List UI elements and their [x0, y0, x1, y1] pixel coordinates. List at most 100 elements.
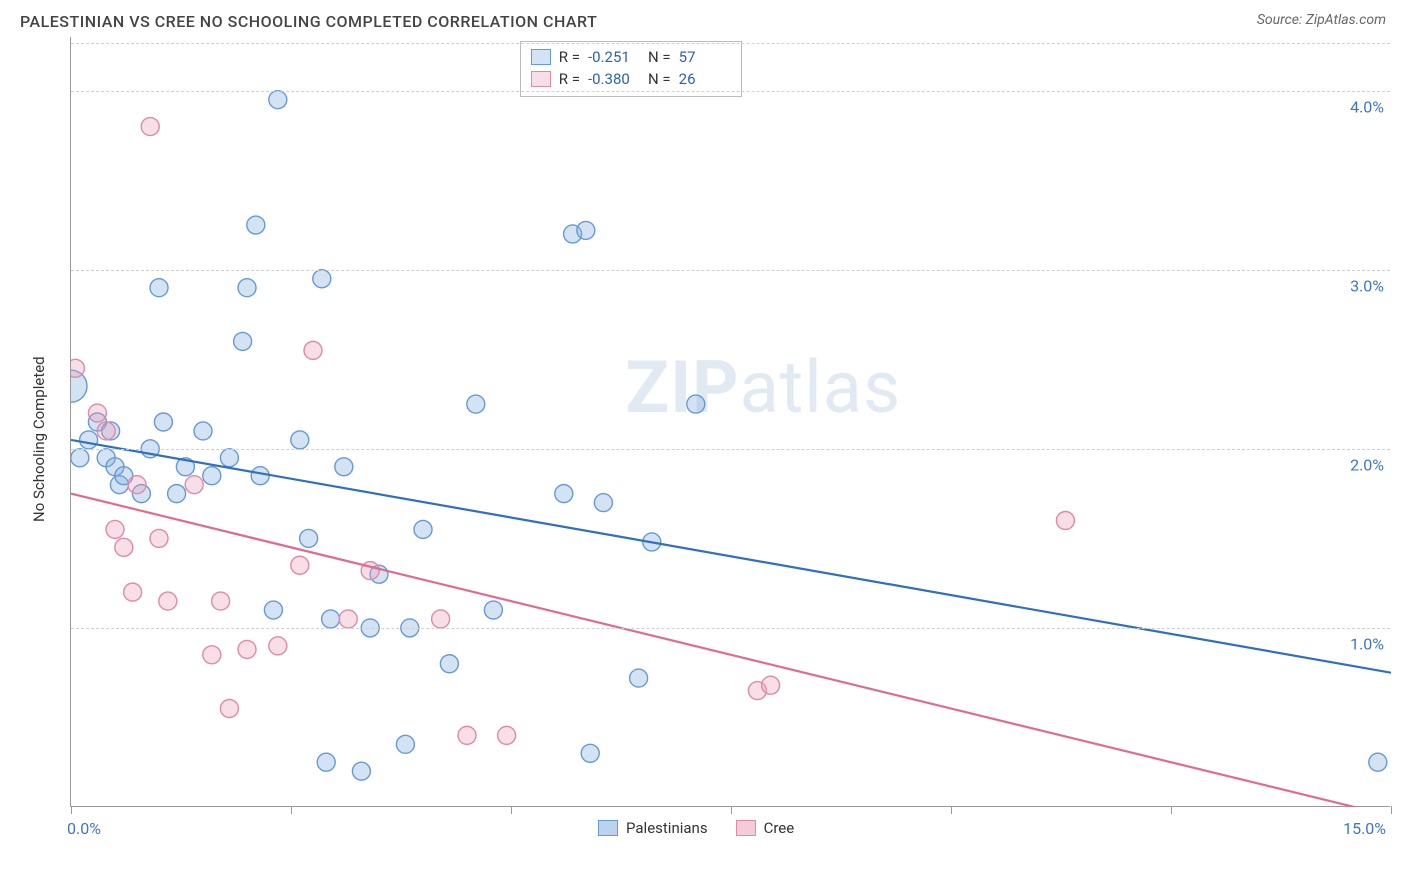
- trend-line: [71, 440, 1391, 673]
- series-swatch: [531, 49, 551, 65]
- n-label: N =: [648, 48, 671, 66]
- gridline: [71, 449, 1390, 450]
- data-point: [106, 520, 124, 538]
- data-point: [594, 494, 612, 512]
- data-point: [269, 637, 287, 655]
- data-point: [291, 431, 309, 449]
- data-point: [1369, 753, 1387, 771]
- chart-header: PALESTINIAN VS CREE NO SCHOOLING COMPLET…: [0, 0, 1406, 37]
- n-value: 26: [679, 70, 731, 88]
- data-point: [168, 485, 186, 503]
- data-point: [141, 118, 159, 136]
- data-point: [269, 91, 287, 109]
- data-point: [150, 279, 168, 297]
- chart-container: No Schooling Completed ZIPatlas R =-0.25…: [20, 37, 1386, 881]
- data-point: [414, 520, 432, 538]
- gridline: [71, 270, 1390, 271]
- stats-legend-box: R = -0.251 N = 57 R = -0.380 N = 26: [520, 41, 742, 97]
- data-point: [80, 431, 98, 449]
- x-tick: [1171, 806, 1172, 814]
- data-point: [484, 601, 502, 619]
- y-tick-label: 2.0%: [1350, 455, 1384, 474]
- x-tick: [1391, 806, 1392, 814]
- data-point: [247, 216, 265, 234]
- data-point: [630, 669, 648, 687]
- gridline: [71, 628, 1390, 629]
- y-tick-label: 3.0%: [1350, 276, 1384, 295]
- legend-swatch: [736, 820, 756, 836]
- data-point: [291, 556, 309, 574]
- data-point: [458, 726, 476, 744]
- y-axis-title: No Schooling Completed: [30, 356, 48, 522]
- data-point: [220, 449, 238, 467]
- gridline: [71, 91, 1390, 92]
- data-point: [234, 332, 252, 350]
- data-point: [317, 753, 335, 771]
- r-label: R =: [559, 48, 580, 66]
- x-tick-label: 15.0%: [1343, 819, 1386, 838]
- data-point: [339, 610, 357, 628]
- x-tick: [71, 806, 72, 814]
- data-point: [251, 467, 269, 485]
- data-point: [150, 529, 168, 547]
- data-point: [555, 485, 573, 503]
- trend-line: [71, 494, 1391, 807]
- data-point: [212, 592, 230, 610]
- legend-item: Cree: [736, 819, 795, 837]
- data-point: [238, 279, 256, 297]
- data-point: [498, 726, 516, 744]
- data-point: [352, 762, 370, 780]
- data-point: [238, 640, 256, 658]
- data-point: [220, 700, 238, 718]
- series-legend: Palestinians Cree: [598, 819, 794, 837]
- data-point: [335, 458, 353, 476]
- x-tick: [951, 806, 952, 814]
- data-point: [115, 538, 133, 556]
- y-tick-label: 1.0%: [1350, 634, 1384, 653]
- data-point: [313, 270, 331, 288]
- r-label: R =: [559, 70, 580, 88]
- stats-row: R = -0.251 N = 57: [531, 46, 731, 68]
- data-point: [687, 395, 705, 413]
- data-point: [194, 422, 212, 440]
- data-point: [97, 422, 115, 440]
- data-point: [154, 413, 172, 431]
- data-point: [71, 359, 84, 377]
- data-point: [159, 592, 177, 610]
- data-point: [396, 735, 414, 753]
- r-value: -0.251: [588, 48, 640, 66]
- x-tick: [511, 806, 512, 814]
- data-point: [440, 655, 458, 673]
- scatter-svg: [71, 37, 1391, 807]
- data-point: [264, 601, 282, 619]
- r-value: -0.380: [588, 70, 640, 88]
- data-point: [762, 676, 780, 694]
- plot-area: ZIPatlas R =-0.251N =57R =-0.380N =26 1.…: [70, 37, 1390, 807]
- data-point: [185, 476, 203, 494]
- source-attribution: Source: ZipAtlas.com: [1257, 12, 1386, 28]
- legend-swatch: [598, 820, 618, 836]
- stats-row: R = -0.380 N = 26: [531, 68, 731, 90]
- x-tick: [291, 806, 292, 814]
- gridline: [71, 43, 1390, 44]
- x-tick-label: 0.0%: [67, 819, 101, 838]
- data-point: [581, 744, 599, 762]
- data-point: [71, 449, 89, 467]
- y-tick-label: 4.0%: [1350, 97, 1384, 116]
- data-point: [467, 395, 485, 413]
- data-point: [88, 404, 106, 422]
- data-point: [128, 476, 146, 494]
- legend-label: Palestinians: [626, 819, 708, 837]
- data-point: [432, 610, 450, 628]
- data-point: [203, 646, 221, 664]
- series-swatch: [531, 71, 551, 87]
- data-point: [322, 610, 340, 628]
- data-point: [203, 467, 221, 485]
- legend-item: Palestinians: [598, 819, 708, 837]
- data-point: [1056, 511, 1074, 529]
- x-tick: [731, 806, 732, 814]
- data-point: [577, 221, 595, 239]
- data-point: [304, 341, 322, 359]
- n-value: 57: [679, 48, 731, 66]
- n-label: N =: [648, 70, 671, 88]
